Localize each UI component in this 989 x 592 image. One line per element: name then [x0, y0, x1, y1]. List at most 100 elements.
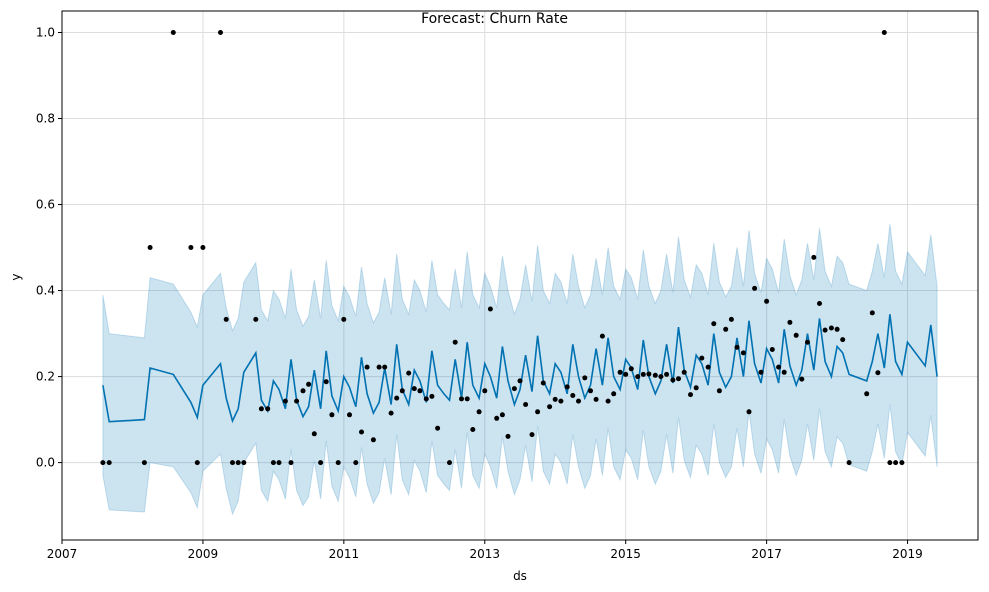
observed-point — [799, 376, 805, 382]
observed-point — [746, 409, 752, 415]
plot-frame — [61, 10, 979, 541]
observed-point — [406, 370, 412, 376]
observed-point — [588, 388, 593, 394]
observed-point — [447, 460, 452, 466]
observed-point — [558, 398, 564, 404]
forecast-line — [102, 314, 938, 424]
observed-point — [253, 316, 259, 322]
observed-point — [540, 380, 546, 386]
observed-point — [693, 385, 699, 391]
observed-point — [787, 319, 793, 325]
y-tick-label: 0.0 — [36, 456, 55, 470]
observed-point — [335, 460, 341, 466]
observed-point — [846, 460, 852, 466]
x-tick-label: 2019 — [892, 547, 923, 561]
observed-point — [611, 391, 617, 397]
observed-point — [552, 396, 558, 402]
observed-point — [359, 429, 364, 435]
observed-point — [223, 316, 229, 322]
observed-point — [740, 350, 746, 356]
observed-point — [617, 369, 623, 375]
observed-point — [487, 306, 493, 312]
observed-point — [270, 460, 276, 466]
observed-point — [670, 377, 676, 383]
observed-points — [100, 30, 905, 466]
observed-point — [664, 371, 670, 377]
observed-point — [494, 415, 500, 421]
observed-point — [535, 409, 541, 415]
observed-point — [711, 321, 717, 327]
observed-point — [793, 332, 799, 338]
observed-point — [429, 393, 435, 399]
observed-point — [300, 388, 306, 394]
observed-point — [699, 355, 705, 361]
observed-point — [388, 410, 394, 416]
observed-point — [147, 245, 153, 250]
observed-point — [341, 316, 347, 322]
observed-point — [318, 460, 324, 466]
observed-point — [106, 460, 112, 466]
observed-point — [769, 347, 775, 352]
observed-point — [658, 374, 664, 380]
observed-point — [482, 388, 488, 394]
observed-point — [758, 369, 764, 375]
y-tick-label: 0.4 — [36, 284, 55, 298]
x-tick-label: 2007 — [47, 547, 78, 561]
observed-point — [817, 301, 822, 306]
observed-point — [776, 364, 782, 370]
observed-point — [417, 388, 423, 394]
observed-point — [141, 460, 147, 466]
observed-point — [834, 326, 840, 332]
x-tick-label: 2017 — [751, 547, 782, 561]
observed-point — [547, 404, 553, 410]
observed-point — [188, 245, 194, 250]
observed-point — [517, 378, 523, 384]
observed-point — [646, 371, 652, 377]
x-tick-label: 2015 — [610, 547, 641, 561]
observed-point — [382, 364, 388, 370]
observed-point — [728, 316, 734, 322]
observed-point — [499, 412, 505, 418]
observed-point — [511, 386, 517, 392]
observed-point — [347, 412, 352, 418]
observed-point — [811, 254, 817, 260]
observed-point — [576, 398, 581, 404]
y-axis-label: y — [9, 273, 23, 280]
y-axis-ticks: 0.0 0.2 0.4 0.6 0.8 1.0 — [36, 26, 62, 470]
observed-point — [529, 432, 535, 438]
observed-point — [523, 402, 529, 407]
observed-point — [370, 437, 376, 443]
observed-point — [452, 339, 458, 345]
observed-point — [435, 425, 441, 431]
observed-point — [582, 375, 588, 381]
observed-point — [411, 386, 417, 392]
observed-point — [688, 392, 693, 398]
observed-point — [476, 409, 482, 415]
observed-point — [276, 460, 282, 466]
observed-point — [329, 412, 335, 418]
x-axis-label: ds — [513, 569, 527, 583]
observed-point — [623, 371, 629, 377]
observed-point — [734, 344, 740, 350]
observed-point — [864, 391, 870, 397]
chart-title: Forecast: Churn Rate — [421, 11, 568, 27]
observed-point — [570, 393, 576, 398]
observed-point — [716, 388, 722, 394]
observed-point — [705, 364, 711, 370]
y-tick-label: 0.2 — [36, 370, 55, 384]
observed-point — [265, 406, 271, 412]
observed-point — [640, 371, 646, 377]
observed-point — [459, 396, 464, 402]
observed-point — [869, 310, 875, 316]
observed-point — [306, 381, 312, 387]
observed-point — [258, 406, 264, 412]
observed-point — [311, 431, 317, 437]
observed-point — [288, 460, 294, 466]
observed-point — [805, 339, 810, 345]
observed-point — [840, 337, 846, 343]
observed-point — [282, 398, 288, 404]
x-tick-label: 2011 — [329, 547, 360, 561]
observed-point — [376, 364, 382, 370]
observed-point — [170, 30, 176, 35]
